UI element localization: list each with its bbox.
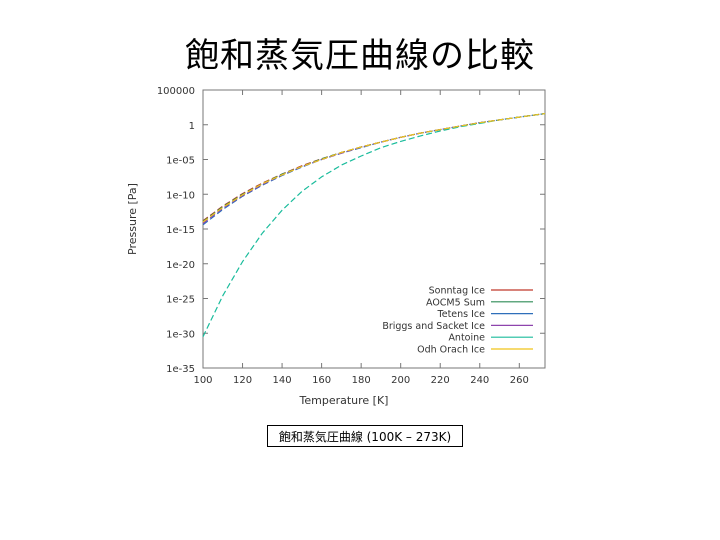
legend-label: AOCM5 Sum (426, 297, 485, 308)
y-tick-label: 1e-05 (166, 156, 195, 167)
x-tick-label: 200 (391, 375, 410, 386)
series-line-1 (202, 113, 546, 222)
plot-frame (202, 89, 546, 369)
series-line-6 (202, 113, 546, 223)
series-line-3 (202, 113, 546, 226)
y-axis-label: Pressure [Pa] (126, 183, 139, 255)
saturation-vapor-pressure-chart: 100000 1 1e-05 1e-10 1e-15 1e-20 1e-25 1e-30 1e-… (126, 86, 546, 407)
x-tick-label: 220 (431, 375, 450, 386)
x-tick-label: 180 (352, 375, 371, 386)
x-tick-label: 160 (312, 375, 331, 386)
y-tick-label: 100000 (157, 86, 195, 97)
legend-label: Tetens Ice (437, 309, 486, 320)
x-tick-label: 260 (510, 375, 529, 386)
series-line-4 (202, 113, 546, 224)
y-tick-label: 1e-35 (166, 364, 195, 375)
x-axis-label: Temperature [K] (299, 394, 389, 407)
slide-title: 飽和蒸気圧曲線の比較 (185, 36, 535, 76)
y-tick-label: 1 (189, 121, 195, 132)
legend-label: Briggs and Sacket Ice (382, 321, 485, 332)
x-tick-label: 240 (470, 375, 489, 386)
x-tick-label: 120 (233, 375, 252, 386)
series-line-2 (202, 113, 546, 222)
y-tick-label: 1e-10 (166, 190, 195, 201)
y-tick-label: 1e-20 (166, 260, 195, 271)
y-tick-label: 1e-30 (166, 329, 195, 340)
series-line-5 (202, 113, 546, 337)
x-tick-label: 140 (273, 375, 292, 386)
legend-label: Antoine (448, 333, 485, 344)
y-tick-label: 1e-15 (166, 225, 195, 236)
legend-label: Sonntag Ice (429, 286, 486, 297)
y-tick-label: 1e-25 (166, 295, 195, 306)
x-tick-label: 100 (193, 375, 212, 386)
legend-label: Odh Orach Ice (417, 345, 485, 356)
caption-box: 飽和蒸気圧曲線 (100K – 273K) (267, 425, 463, 447)
